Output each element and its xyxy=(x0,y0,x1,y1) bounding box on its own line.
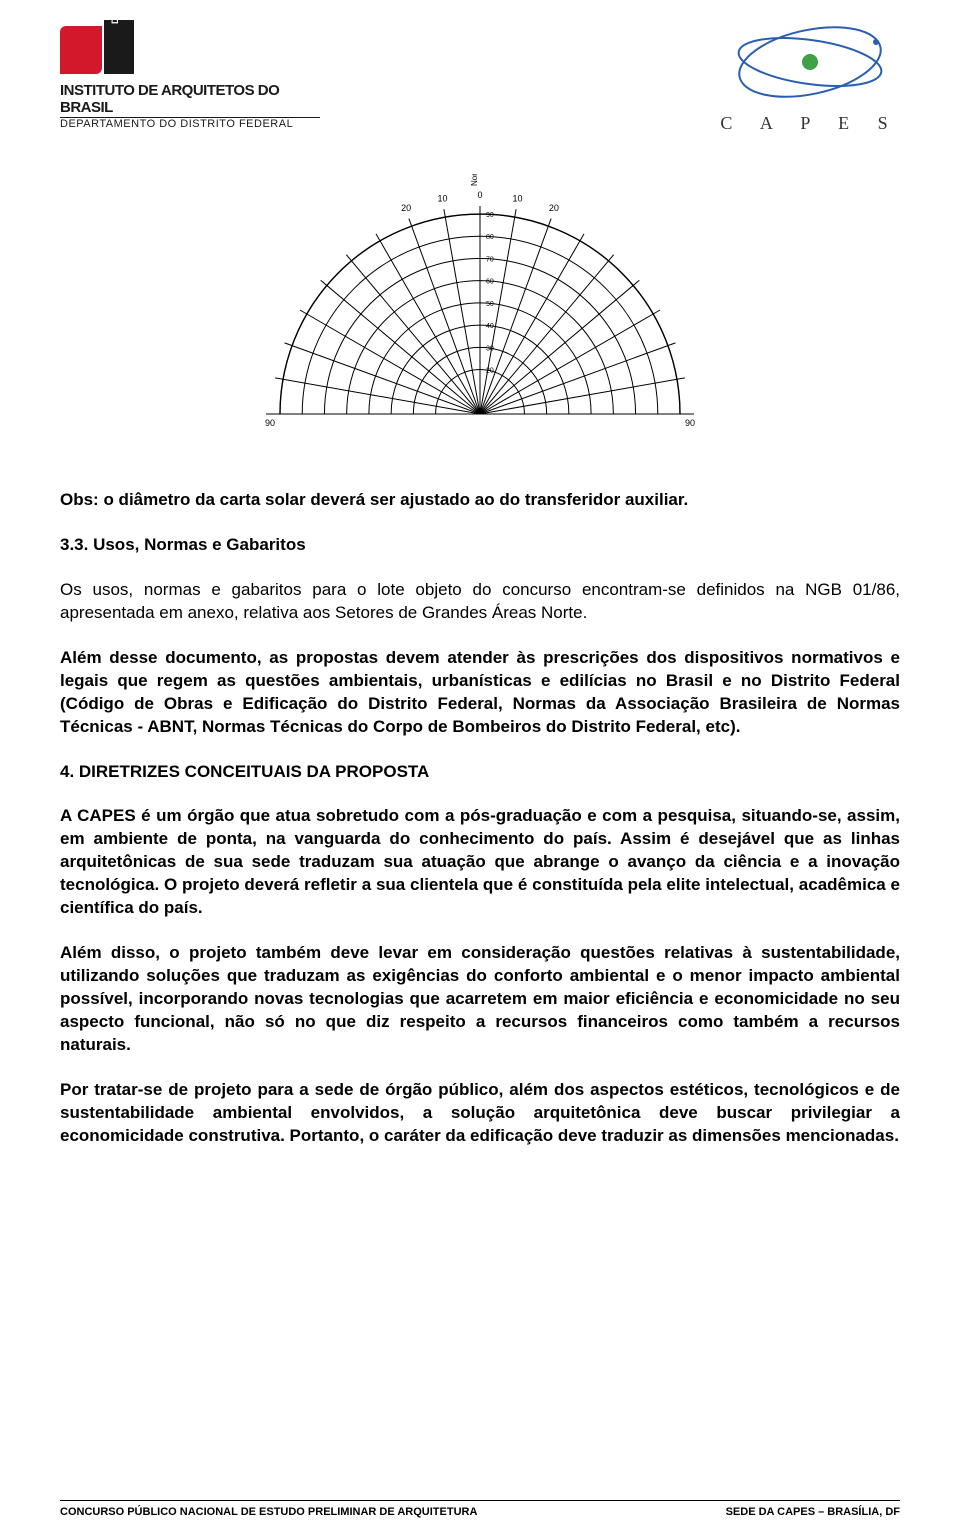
solar-chart-diagram: 20 10 0 10 20 20 30 40 50 60 70 80 90 90 90 Normal à Fa… xyxy=(60,174,900,459)
svg-text:20: 20 xyxy=(401,203,411,213)
svg-text:90: 90 xyxy=(685,418,695,428)
capes-label: C A P E S xyxy=(720,113,900,134)
footer-left: CONCURSO PÚBLICO NACIONAL DE ESTUDO PREL… xyxy=(60,1506,477,1518)
protractor-svg: 20 10 0 10 20 20 30 40 50 60 70 80 90 90 90 Normal à Fa… xyxy=(260,174,700,454)
page-header: INSTITUTO DE ARQUITETOS DO BRASIL DEPART… xyxy=(60,20,900,134)
page-footer: CONCURSO PÚBLICO NACIONAL DE ESTUDO PREL… xyxy=(60,1500,900,1518)
svg-text:Normal à Fachada: Normal à Fachada xyxy=(470,174,479,186)
iab-black-shape xyxy=(104,20,134,74)
svg-text:30: 30 xyxy=(486,345,494,352)
paragraph-2: Além desse documento, as propostas devem… xyxy=(60,647,900,739)
iab-subtitle: DEPARTAMENTO DO DISTRITO FEDERAL xyxy=(60,118,320,130)
svg-text:10: 10 xyxy=(513,193,523,203)
paragraph-1: Os usos, normas e gabaritos para o lote … xyxy=(60,579,900,625)
paragraph-5: Por tratar-se de projeto para a sede de … xyxy=(60,1079,900,1148)
svg-text:90: 90 xyxy=(265,418,275,428)
svg-text:50: 50 xyxy=(486,301,494,308)
iab-logo-mark xyxy=(60,20,320,74)
svg-text:0: 0 xyxy=(477,190,482,200)
svg-text:20: 20 xyxy=(486,368,494,375)
capes-logo: C A P E S xyxy=(720,20,900,134)
section-3-3-heading: 3.3. Usos, Normas e Gabaritos xyxy=(60,534,900,557)
document-body: Obs: o diâmetro da carta solar deverá se… xyxy=(60,489,900,1148)
paragraph-3: A CAPES é um órgão que atua sobretudo co… xyxy=(60,805,900,920)
svg-text:10: 10 xyxy=(437,193,447,203)
footer-right: SEDE DA CAPES – BRASÍLIA, DF xyxy=(726,1506,900,1518)
svg-text:90: 90 xyxy=(486,212,494,219)
svg-text:40: 40 xyxy=(486,323,494,330)
iab-red-shape xyxy=(60,26,102,74)
svg-text:20: 20 xyxy=(549,203,559,213)
svg-text:70: 70 xyxy=(486,256,494,263)
svg-text:60: 60 xyxy=(486,279,494,286)
iab-title: INSTITUTO DE ARQUITETOS DO BRASIL xyxy=(60,82,320,118)
section-4-heading: 4. DIRETRIZES CONCEITUAIS DA PROPOSTA xyxy=(60,761,900,784)
svg-text:80: 80 xyxy=(486,234,494,241)
observation-note: Obs: o diâmetro da carta solar deverá se… xyxy=(60,489,900,512)
paragraph-4: Além disso, o projeto também deve levar … xyxy=(60,942,900,1057)
capes-orbit-icon xyxy=(730,20,890,105)
iab-logo: INSTITUTO DE ARQUITETOS DO BRASIL DEPART… xyxy=(60,20,320,130)
